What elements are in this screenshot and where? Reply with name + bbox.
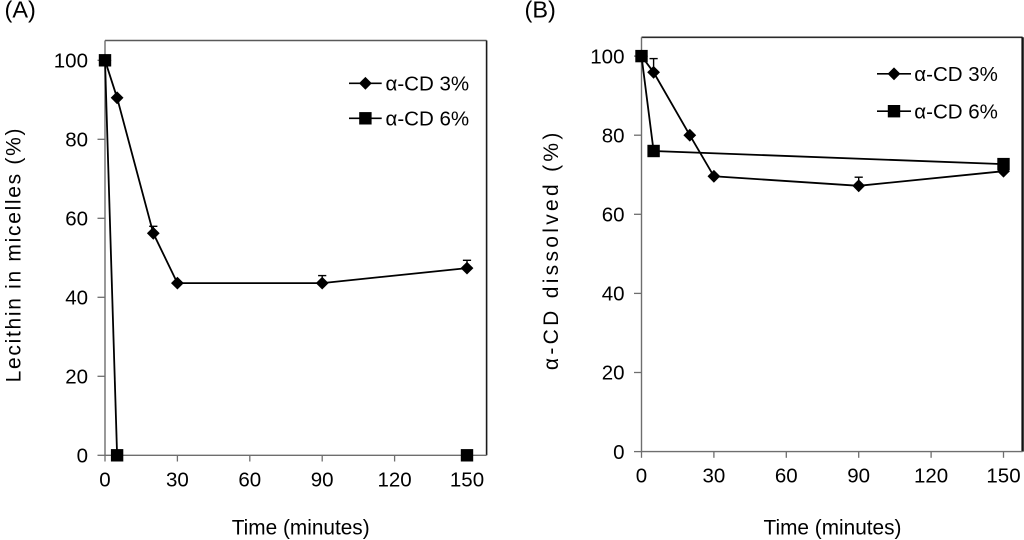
- svg-text:100: 100: [590, 45, 624, 68]
- svg-text:60: 60: [775, 465, 798, 488]
- svg-text:0: 0: [99, 468, 110, 491]
- svg-text:60: 60: [238, 468, 261, 491]
- svg-text:(B): (B): [525, 0, 556, 22]
- svg-text:(A): (A): [5, 0, 36, 22]
- svg-text:0: 0: [77, 445, 88, 468]
- svg-text:30: 30: [166, 468, 189, 491]
- svg-text:90: 90: [311, 468, 334, 491]
- svg-text:60: 60: [602, 204, 625, 227]
- svg-text:80: 80: [602, 124, 625, 147]
- svg-text:α-CD 3%: α-CD 3%: [386, 73, 470, 96]
- svg-text:α-CD 6%: α-CD 6%: [914, 100, 998, 123]
- svg-text:α-CD dissolved (%): α-CD dissolved (%): [540, 129, 563, 370]
- svg-text:20: 20: [602, 362, 625, 385]
- svg-text:150: 150: [450, 468, 484, 491]
- svg-text:20: 20: [65, 366, 88, 389]
- svg-text:80: 80: [65, 129, 88, 152]
- svg-text:150: 150: [986, 465, 1020, 488]
- svg-text:60: 60: [65, 208, 88, 231]
- svg-text:120: 120: [914, 465, 948, 488]
- svg-text:α-CD 3%: α-CD 3%: [914, 63, 998, 86]
- svg-text:120: 120: [377, 468, 411, 491]
- svg-text:0: 0: [613, 441, 624, 464]
- svg-text:0: 0: [636, 465, 647, 488]
- svg-text:α-CD 6%: α-CD 6%: [386, 108, 470, 131]
- svg-text:30: 30: [702, 465, 725, 488]
- svg-text:40: 40: [65, 287, 88, 310]
- svg-text:40: 40: [602, 283, 625, 306]
- svg-text:Time (minutes): Time (minutes): [232, 516, 370, 539]
- svg-text:100: 100: [54, 50, 88, 73]
- svg-text:Lecithin in micelles (%): Lecithin in micelles (%): [3, 127, 26, 383]
- svg-text:Time (minutes): Time (minutes): [764, 516, 902, 539]
- svg-text:90: 90: [847, 465, 870, 488]
